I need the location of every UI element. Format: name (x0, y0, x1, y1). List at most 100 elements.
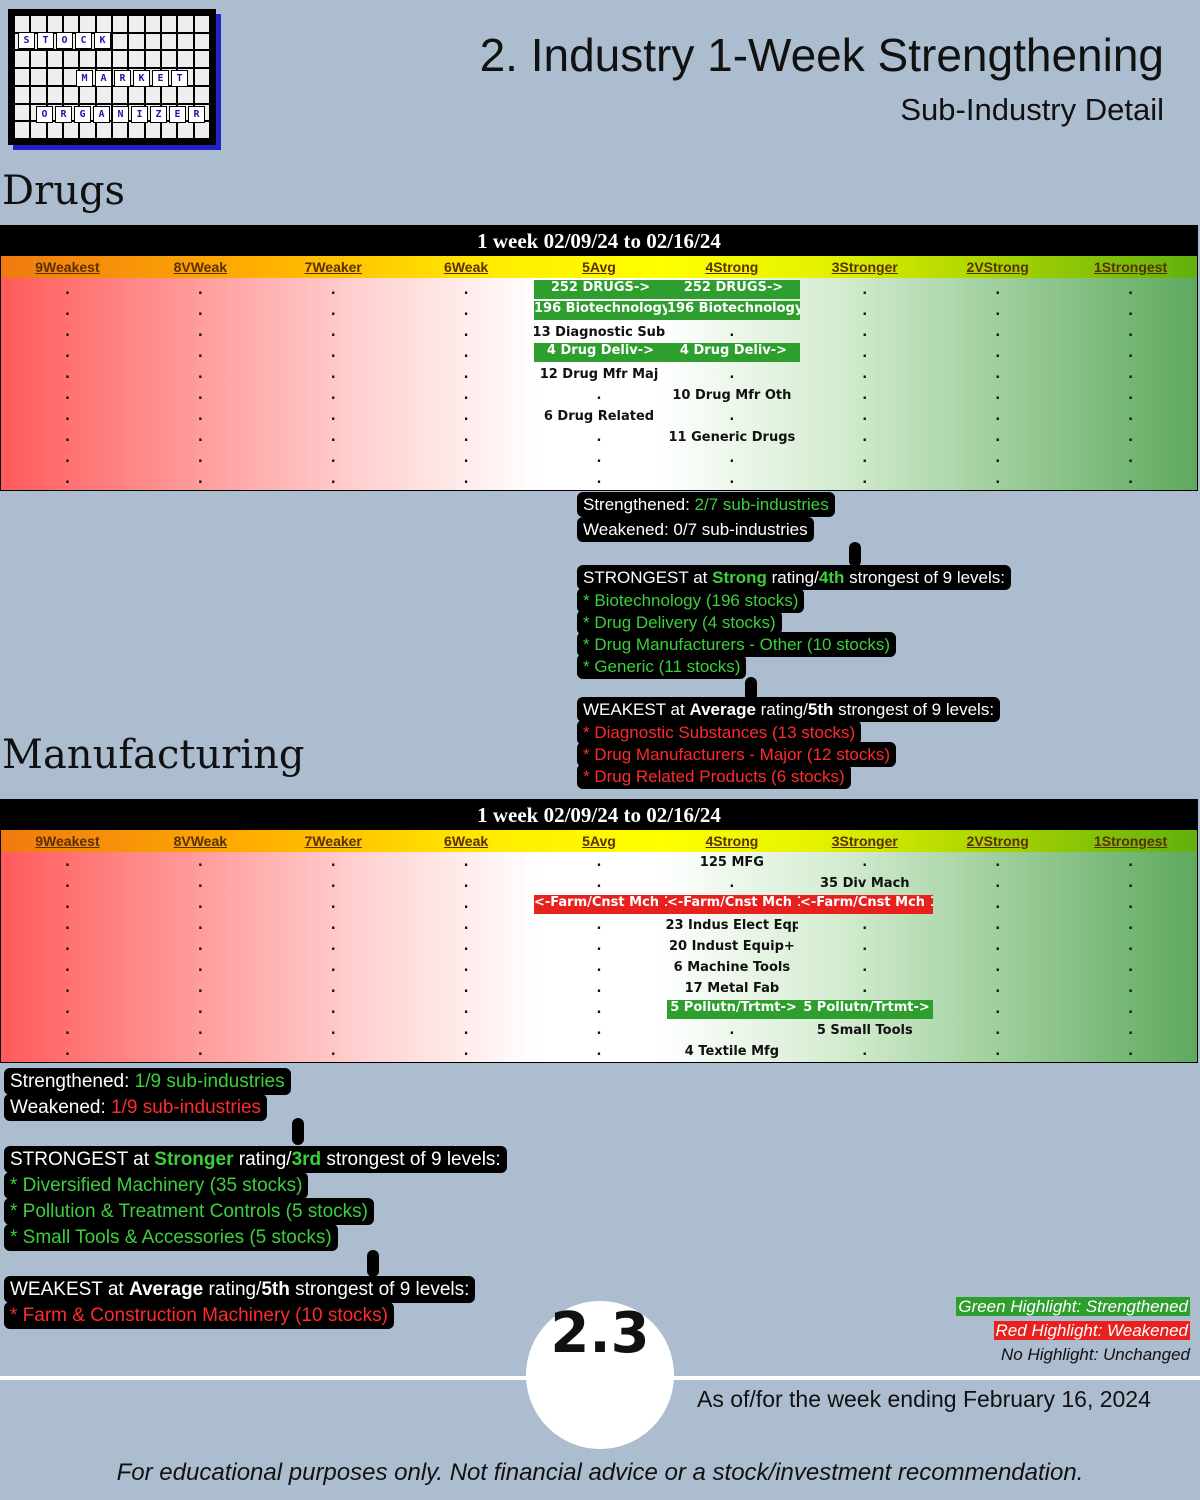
logo-letter: T (37, 32, 54, 49)
drugs-weakest-heading: WEAKEST at Average rating/5th strongest … (577, 697, 1001, 722)
manufacturing-rating-table: 1 week 02/09/24 to 02/16/24 9Weakest 8VWe… (0, 799, 1198, 1063)
logo-letter: S (18, 32, 35, 49)
logo-letter: A (95, 70, 112, 87)
level-label: 9Weakest (35, 833, 100, 849)
table-cell: . (1128, 304, 1134, 319)
table-cell: 5 Small Tools (816, 1023, 913, 1038)
table-cell: . (1128, 876, 1134, 891)
legend-unchanged: No Highlight: Unchanged (1000, 1345, 1190, 1364)
table-cell: . (330, 409, 336, 424)
logo-letter: N (112, 106, 129, 123)
table-cell: . (330, 430, 336, 445)
table-row: ...... (1, 894, 1197, 915)
highlighted-cell: 5 Pollutn/Trtmt-> (803, 1000, 930, 1015)
table-cell: . (197, 939, 203, 954)
table-cell: . (463, 918, 469, 933)
table-cell: . (64, 325, 70, 340)
table-row: ..... 20 Indust Equip+... (1, 936, 1197, 957)
table-cell: . (862, 1044, 868, 1059)
level-label: 4Strong (705, 833, 759, 849)
drugs-strongest-item: * Generic (11 stocks) (577, 654, 747, 679)
table-cell: . (596, 1002, 602, 1017)
table-cell: . (197, 409, 203, 424)
table-row: ..... 17 Metal Fab... (1, 978, 1197, 999)
table-cell: . (1128, 472, 1134, 487)
table-cell: . (596, 981, 602, 996)
table-cell: . (1128, 430, 1134, 445)
table-cell: . (463, 346, 469, 361)
table-cell: . (1128, 346, 1134, 361)
table-cell: . (463, 430, 469, 445)
manufacturing-highlight-strengthened: 5 Pollutn/Trtmt-> 5 Pollutn/Trtmt-> (667, 1000, 933, 1019)
table-cell: . (862, 918, 868, 933)
level-label: 6Weak (444, 259, 489, 275)
table-cell: . (596, 960, 602, 975)
manufacturing-table-title: 1 week 02/09/24 to 02/16/24 (1, 800, 1197, 830)
page-subtitle: Sub-Industry Detail (900, 92, 1164, 127)
table-cell: . (197, 430, 203, 445)
legend-weakened: Red Highlight: Weakened (993, 1321, 1190, 1340)
table-cell: . (596, 918, 602, 933)
table-cell: . (463, 451, 469, 466)
disclaimer: For educational purposes only. Not finan… (116, 1459, 1084, 1486)
table-cell: . (995, 430, 1001, 445)
manufacturing-table-body: ..... 125 MFG......... 35 Div Mach........… (1, 852, 1197, 1062)
table-cell: . (995, 388, 1001, 403)
table-cell: . (995, 855, 1001, 870)
table-cell: . (1128, 1044, 1134, 1059)
table-cell: . (330, 1044, 336, 1059)
table-cell: . (862, 960, 868, 975)
table-cell: . (64, 897, 70, 912)
table-cell: . (1128, 409, 1134, 424)
table-cell: . (197, 451, 203, 466)
highlighted-cell: 4 Drug Deliv-> (546, 343, 655, 358)
table-cell: . (1128, 1002, 1134, 1017)
table-cell: . (463, 981, 469, 996)
drugs-strengthened-line: Strengthened: 2/7 sub-industries (577, 492, 835, 517)
table-cell: . (197, 981, 203, 996)
table-cell: . (197, 1044, 203, 1059)
level-label: 7Weaker (304, 833, 362, 849)
table-row: ..... 6 Machine Tools... (1, 957, 1197, 978)
logo-letter: R (114, 70, 131, 87)
logo-letter: K (94, 32, 111, 49)
manufacturing-weakest-heading: WEAKEST at Average rating/5th strongest … (4, 1276, 476, 1303)
table-cell: 13 Diagnostic Subst (532, 325, 666, 340)
table-cell: . (729, 1023, 735, 1038)
logo-letter: I (131, 106, 148, 123)
section-title-manufacturing: Manufacturing (2, 732, 305, 778)
table-row: ..... 125 MFG... (1, 852, 1197, 873)
level-label: 2VStrong (966, 259, 1029, 275)
table-cell: . (463, 855, 469, 870)
table-cell: . (197, 346, 203, 361)
table-cell: . (995, 409, 1001, 424)
table-row: ....... (1, 280, 1197, 301)
table-cell: . (995, 367, 1001, 382)
table-cell: . (995, 283, 1001, 298)
table-cell: . (330, 1023, 336, 1038)
table-cell: . (64, 939, 70, 954)
logo-letter: C (75, 32, 92, 49)
table-cell: . (330, 1002, 336, 1017)
drugs-strongest-item: * Drug Delivery (4 stocks) (577, 610, 782, 635)
highlight-legend: Green Highlight: Strengthened Red Highli… (956, 1297, 1190, 1365)
table-cell: . (197, 283, 203, 298)
level-label: 9Weakest (35, 259, 100, 275)
table-cell: . (729, 409, 735, 424)
table-row: ..... 11 Generic Drugs... (1, 427, 1197, 448)
section-title-drugs: Drugs (2, 168, 126, 214)
table-cell: . (596, 451, 602, 466)
level-label: 8VWeak (173, 833, 228, 849)
table-cell: 17 Metal Fab (684, 981, 780, 996)
table-cell: . (729, 876, 735, 891)
table-cell: . (463, 325, 469, 340)
table-cell: . (64, 960, 70, 975)
table-row: ......... (1, 448, 1197, 469)
manufacturing-weakest-item: * Farm & Construction Machinery (10 stoc… (4, 1302, 395, 1329)
level-label: 6Weak (444, 833, 489, 849)
table-cell: . (995, 918, 1001, 933)
table-cell: . (330, 304, 336, 319)
table-cell: . (463, 283, 469, 298)
